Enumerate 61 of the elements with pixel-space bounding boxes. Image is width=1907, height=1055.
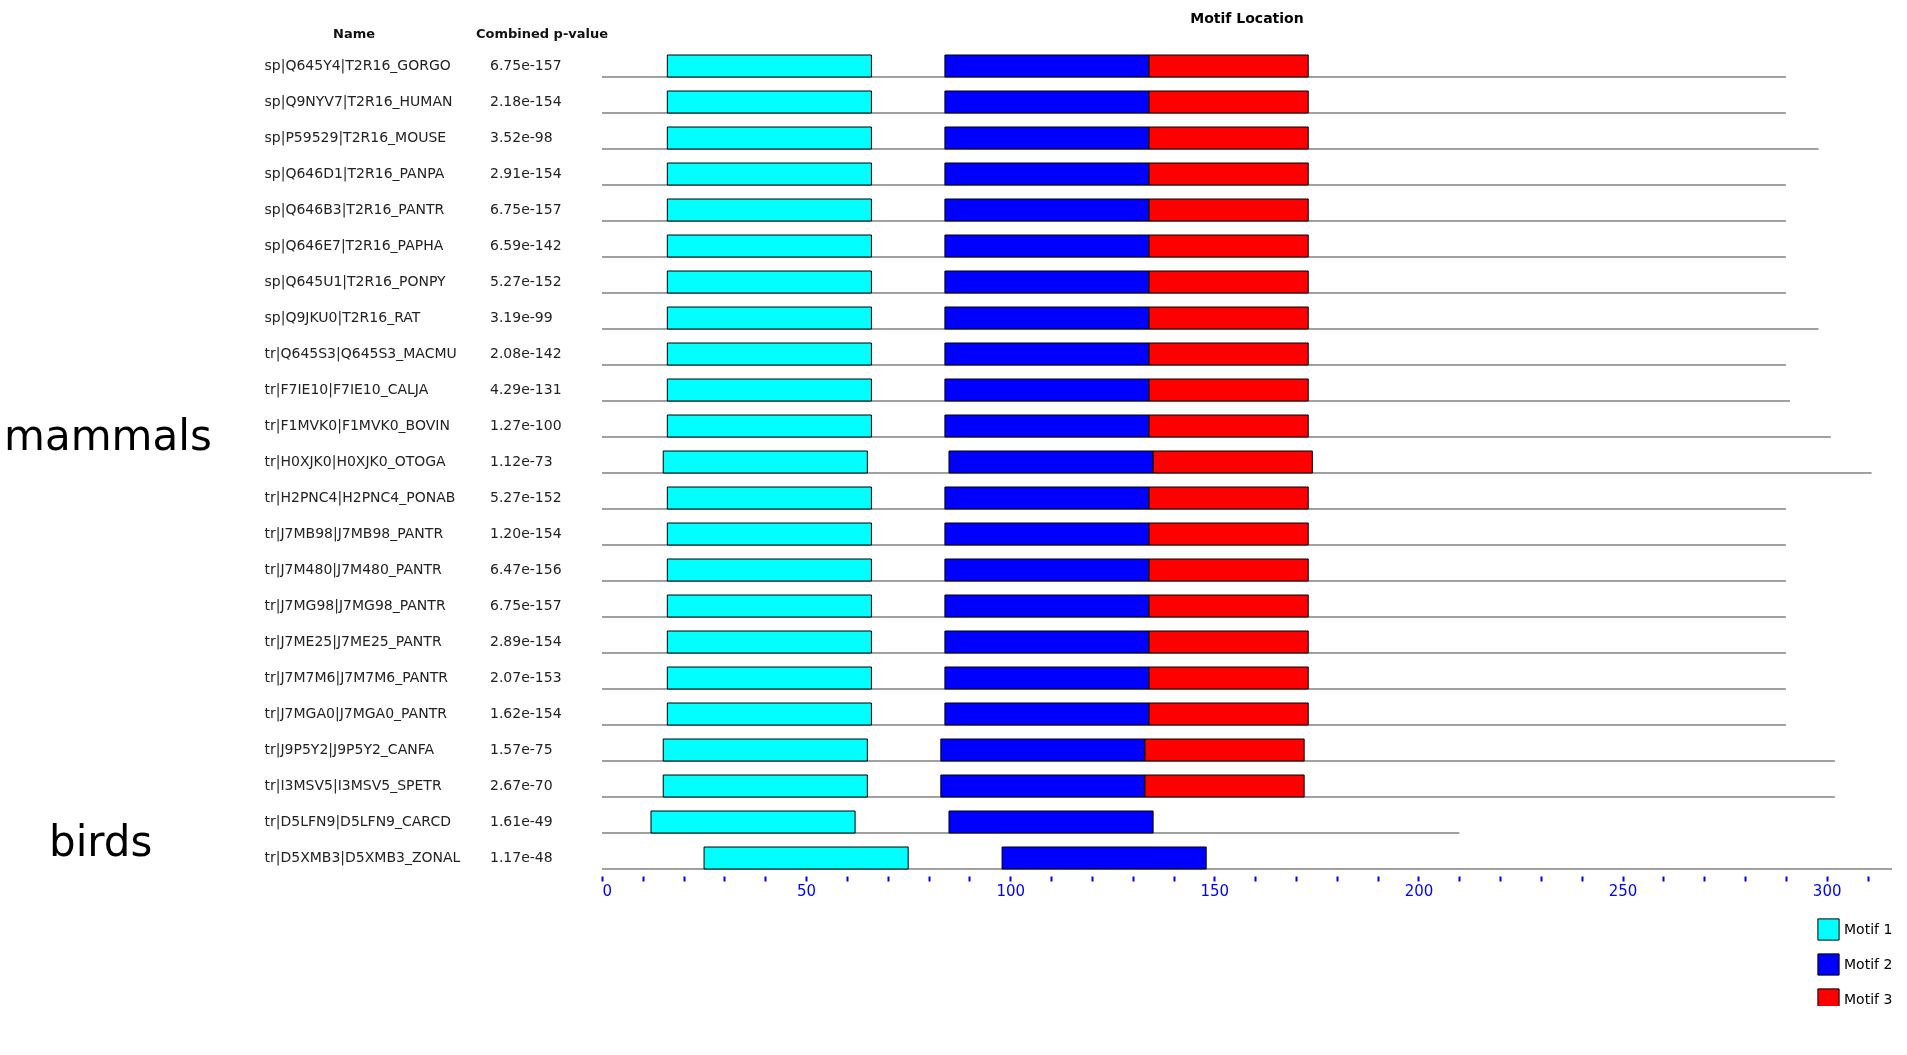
y-tick-label: sp|Q646E7|T2R16_PAPHA (264, 237, 444, 254)
y-tick-label: tr|I3MSV5|I3MSV5_SPETR (264, 777, 442, 794)
y2-tick-label: 6.75e-157 (490, 597, 562, 613)
y2-tick-label: 1.20e-154 (490, 525, 562, 541)
y-tick-label: tr|J7M480|J7M480_PANTR (264, 561, 442, 578)
y2-tick-label: 2.89e-154 (490, 633, 562, 649)
y-tick-label: sp|Q645U1|T2R16_PONPY (264, 273, 447, 290)
x-tick-label: 50 (797, 881, 817, 900)
y2-tick-label: 2.18e-154 (490, 93, 562, 109)
y2-tick-label: 6.75e-157 (490, 201, 562, 217)
y-tick-label: tr|J7M7M6|J7M7M6_PANTR (264, 669, 449, 686)
legend-label: Motif 3 (1844, 990, 1893, 1007)
y-tick-label: sp|Q9NYV7|T2R16_HUMAN (264, 93, 453, 110)
y2-tick-label: 2.67e-70 (490, 777, 553, 793)
y-tick-label: tr|F7IE10|F7IE10_CALJA (264, 381, 429, 398)
legend-label: Motif 2 (1844, 955, 1893, 972)
y-tick-label: tr|J9P5Y2|J9P5Y2_CANFA (264, 741, 435, 758)
y-tick-label: tr|H2PNC4|H2PNC4_PONAB (264, 489, 456, 506)
y2-axis-title: Combined p-value (475, 26, 609, 41)
y-tick-label: sp|P59529|T2R16_MOUSE (264, 129, 447, 146)
y-tick-label: tr|J7MG98|J7MG98_PANTR (264, 597, 446, 614)
y2-tick-label: 6.47e-156 (490, 561, 562, 577)
chart-title: Motif Location (1190, 10, 1304, 26)
y2-tick-label: 5.27e-152 (490, 489, 562, 505)
text: birds (49, 816, 153, 866)
y2-tick-label: 3.19e-99 (490, 309, 553, 325)
y2-tick-label: 1.61e-49 (490, 813, 553, 829)
x-tick-label: 300 (1812, 881, 1842, 900)
y-tick-label: sp|Q645Y4|T2R16_GORGO (264, 57, 451, 74)
y2-tick-label: 2.07e-153 (490, 669, 562, 685)
x-tick-label: 0 (602, 881, 613, 900)
y-tick-label: tr|J7ME25|J7ME25_PANTR (264, 633, 442, 650)
y-tick-label: sp|Q646B3|T2R16_PANTR (264, 201, 445, 218)
y2-tick-label: 1.62e-154 (490, 705, 562, 721)
y2-tick-label: 1.57e-75 (490, 741, 553, 757)
x-tick-label: 100 (996, 881, 1026, 900)
y-tick-label: tr|D5LFN9|D5LFN9_CARCD (264, 813, 451, 830)
y-tick-label: sp|Q9JKU0|T2R16_RAT (264, 309, 421, 326)
y2-tick-label: 1.12e-73 (490, 453, 553, 469)
y2-tick-label: 2.08e-142 (490, 345, 562, 361)
x-tick-label: 200 (1404, 881, 1434, 900)
y-tick-label: sp|Q646D1|T2R16_PANPA (264, 165, 445, 182)
x-tick-label: 150 (1200, 881, 1230, 900)
y2-tick-label: 5.27e-152 (490, 273, 562, 289)
y2-tick-label: 3.52e-98 (490, 129, 553, 145)
y-axis-title: Name (332, 26, 376, 41)
y2-tick-label: 2.91e-154 (490, 165, 562, 181)
y2-tick-label: 6.59e-142 (490, 237, 562, 253)
y-tick-label: tr|H0XJK0|H0XJK0_OTOGA (264, 453, 447, 470)
y-tick-label: tr|F1MVK0|F1MVK0_BOVIN (264, 417, 450, 434)
y2-tick-label: 1.17e-48 (490, 849, 553, 865)
y-tick-label: tr|J7MB98|J7MB98_PANTR (264, 525, 444, 542)
y-tick-label: tr|Q645S3|Q645S3_MACMU (264, 345, 457, 362)
y2-tick-label: 4.29e-131 (490, 381, 562, 397)
y-tick-label: tr|J7MGA0|J7MGA0_PANTR (264, 705, 448, 722)
x-tick-label: 250 (1608, 881, 1638, 900)
y-tick-label: tr|D5XMB3|D5XMB3_ZONAL (264, 849, 461, 866)
y2-tick-label: 1.27e-100 (490, 417, 562, 433)
text: mammals (4, 411, 212, 461)
legend-label: Motif 1 (1844, 920, 1893, 937)
y2-tick-label: 6.75e-157 (490, 57, 562, 73)
